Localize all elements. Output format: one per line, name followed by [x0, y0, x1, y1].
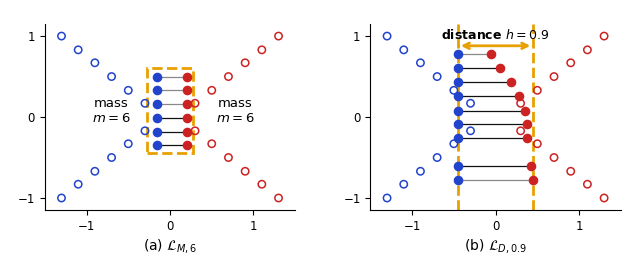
Point: [399, 48, 409, 52]
Point: [582, 182, 593, 186]
Text: distance $h=0.9$: distance $h=0.9$: [442, 28, 550, 42]
Point: [182, 102, 192, 106]
Point: [106, 155, 116, 160]
Point: [273, 196, 284, 200]
Point: [453, 66, 463, 70]
Point: [90, 169, 100, 173]
Point: [453, 178, 463, 182]
Point: [257, 182, 267, 186]
Point: [140, 101, 150, 105]
X-axis label: (b) $\mathcal{L}_{D,0.9}$: (b) $\mathcal{L}_{D,0.9}$: [464, 237, 527, 255]
Point: [123, 142, 133, 146]
Point: [522, 136, 532, 140]
Bar: [147, 68, 193, 153]
Point: [56, 34, 67, 38]
Point: [532, 88, 543, 93]
Point: [190, 101, 200, 105]
Point: [415, 169, 426, 173]
Point: [532, 142, 543, 146]
Point: [190, 129, 200, 133]
Point: [453, 80, 463, 84]
Point: [525, 164, 536, 168]
Point: [453, 164, 463, 168]
Point: [582, 48, 593, 52]
Point: [152, 102, 163, 106]
Point: [273, 34, 284, 38]
Point: [223, 74, 234, 79]
Point: [520, 109, 530, 113]
Point: [56, 196, 67, 200]
Point: [207, 142, 217, 146]
Point: [566, 61, 576, 65]
Point: [453, 94, 463, 98]
Point: [207, 88, 217, 93]
Point: [240, 169, 250, 173]
Point: [449, 142, 459, 146]
Point: [465, 129, 476, 133]
Point: [240, 61, 250, 65]
Point: [90, 61, 100, 65]
Text: mass
$m=6$: mass $m=6$: [216, 97, 255, 124]
Point: [506, 80, 516, 84]
Point: [399, 182, 409, 186]
Point: [182, 74, 192, 79]
Point: [73, 182, 83, 186]
Point: [152, 88, 163, 93]
Point: [514, 94, 524, 98]
Point: [566, 169, 576, 173]
Point: [453, 122, 463, 126]
Point: [599, 34, 609, 38]
Point: [453, 136, 463, 140]
Point: [549, 74, 559, 79]
Point: [453, 109, 463, 113]
Point: [106, 74, 116, 79]
Point: [465, 101, 476, 105]
Point: [152, 116, 163, 120]
Point: [152, 130, 163, 134]
Point: [182, 130, 192, 134]
Point: [182, 88, 192, 93]
Text: mass
$m=6$: mass $m=6$: [92, 97, 131, 124]
Point: [223, 155, 234, 160]
Point: [182, 143, 192, 148]
Point: [449, 88, 459, 93]
Point: [515, 129, 525, 133]
Point: [182, 116, 192, 120]
Point: [415, 61, 426, 65]
Point: [152, 74, 163, 79]
Point: [522, 122, 532, 126]
Point: [432, 74, 442, 79]
Point: [599, 196, 609, 200]
Point: [257, 48, 267, 52]
X-axis label: (a) $\mathcal{L}_{M,6}$: (a) $\mathcal{L}_{M,6}$: [143, 237, 197, 255]
Point: [152, 143, 163, 148]
Point: [123, 88, 133, 93]
Point: [549, 155, 559, 160]
Point: [382, 196, 392, 200]
Point: [432, 155, 442, 160]
Point: [73, 48, 83, 52]
Point: [453, 52, 463, 56]
Point: [486, 52, 497, 56]
Point: [528, 178, 538, 182]
Point: [515, 101, 525, 105]
Point: [495, 66, 505, 70]
Point: [140, 129, 150, 133]
Point: [382, 34, 392, 38]
